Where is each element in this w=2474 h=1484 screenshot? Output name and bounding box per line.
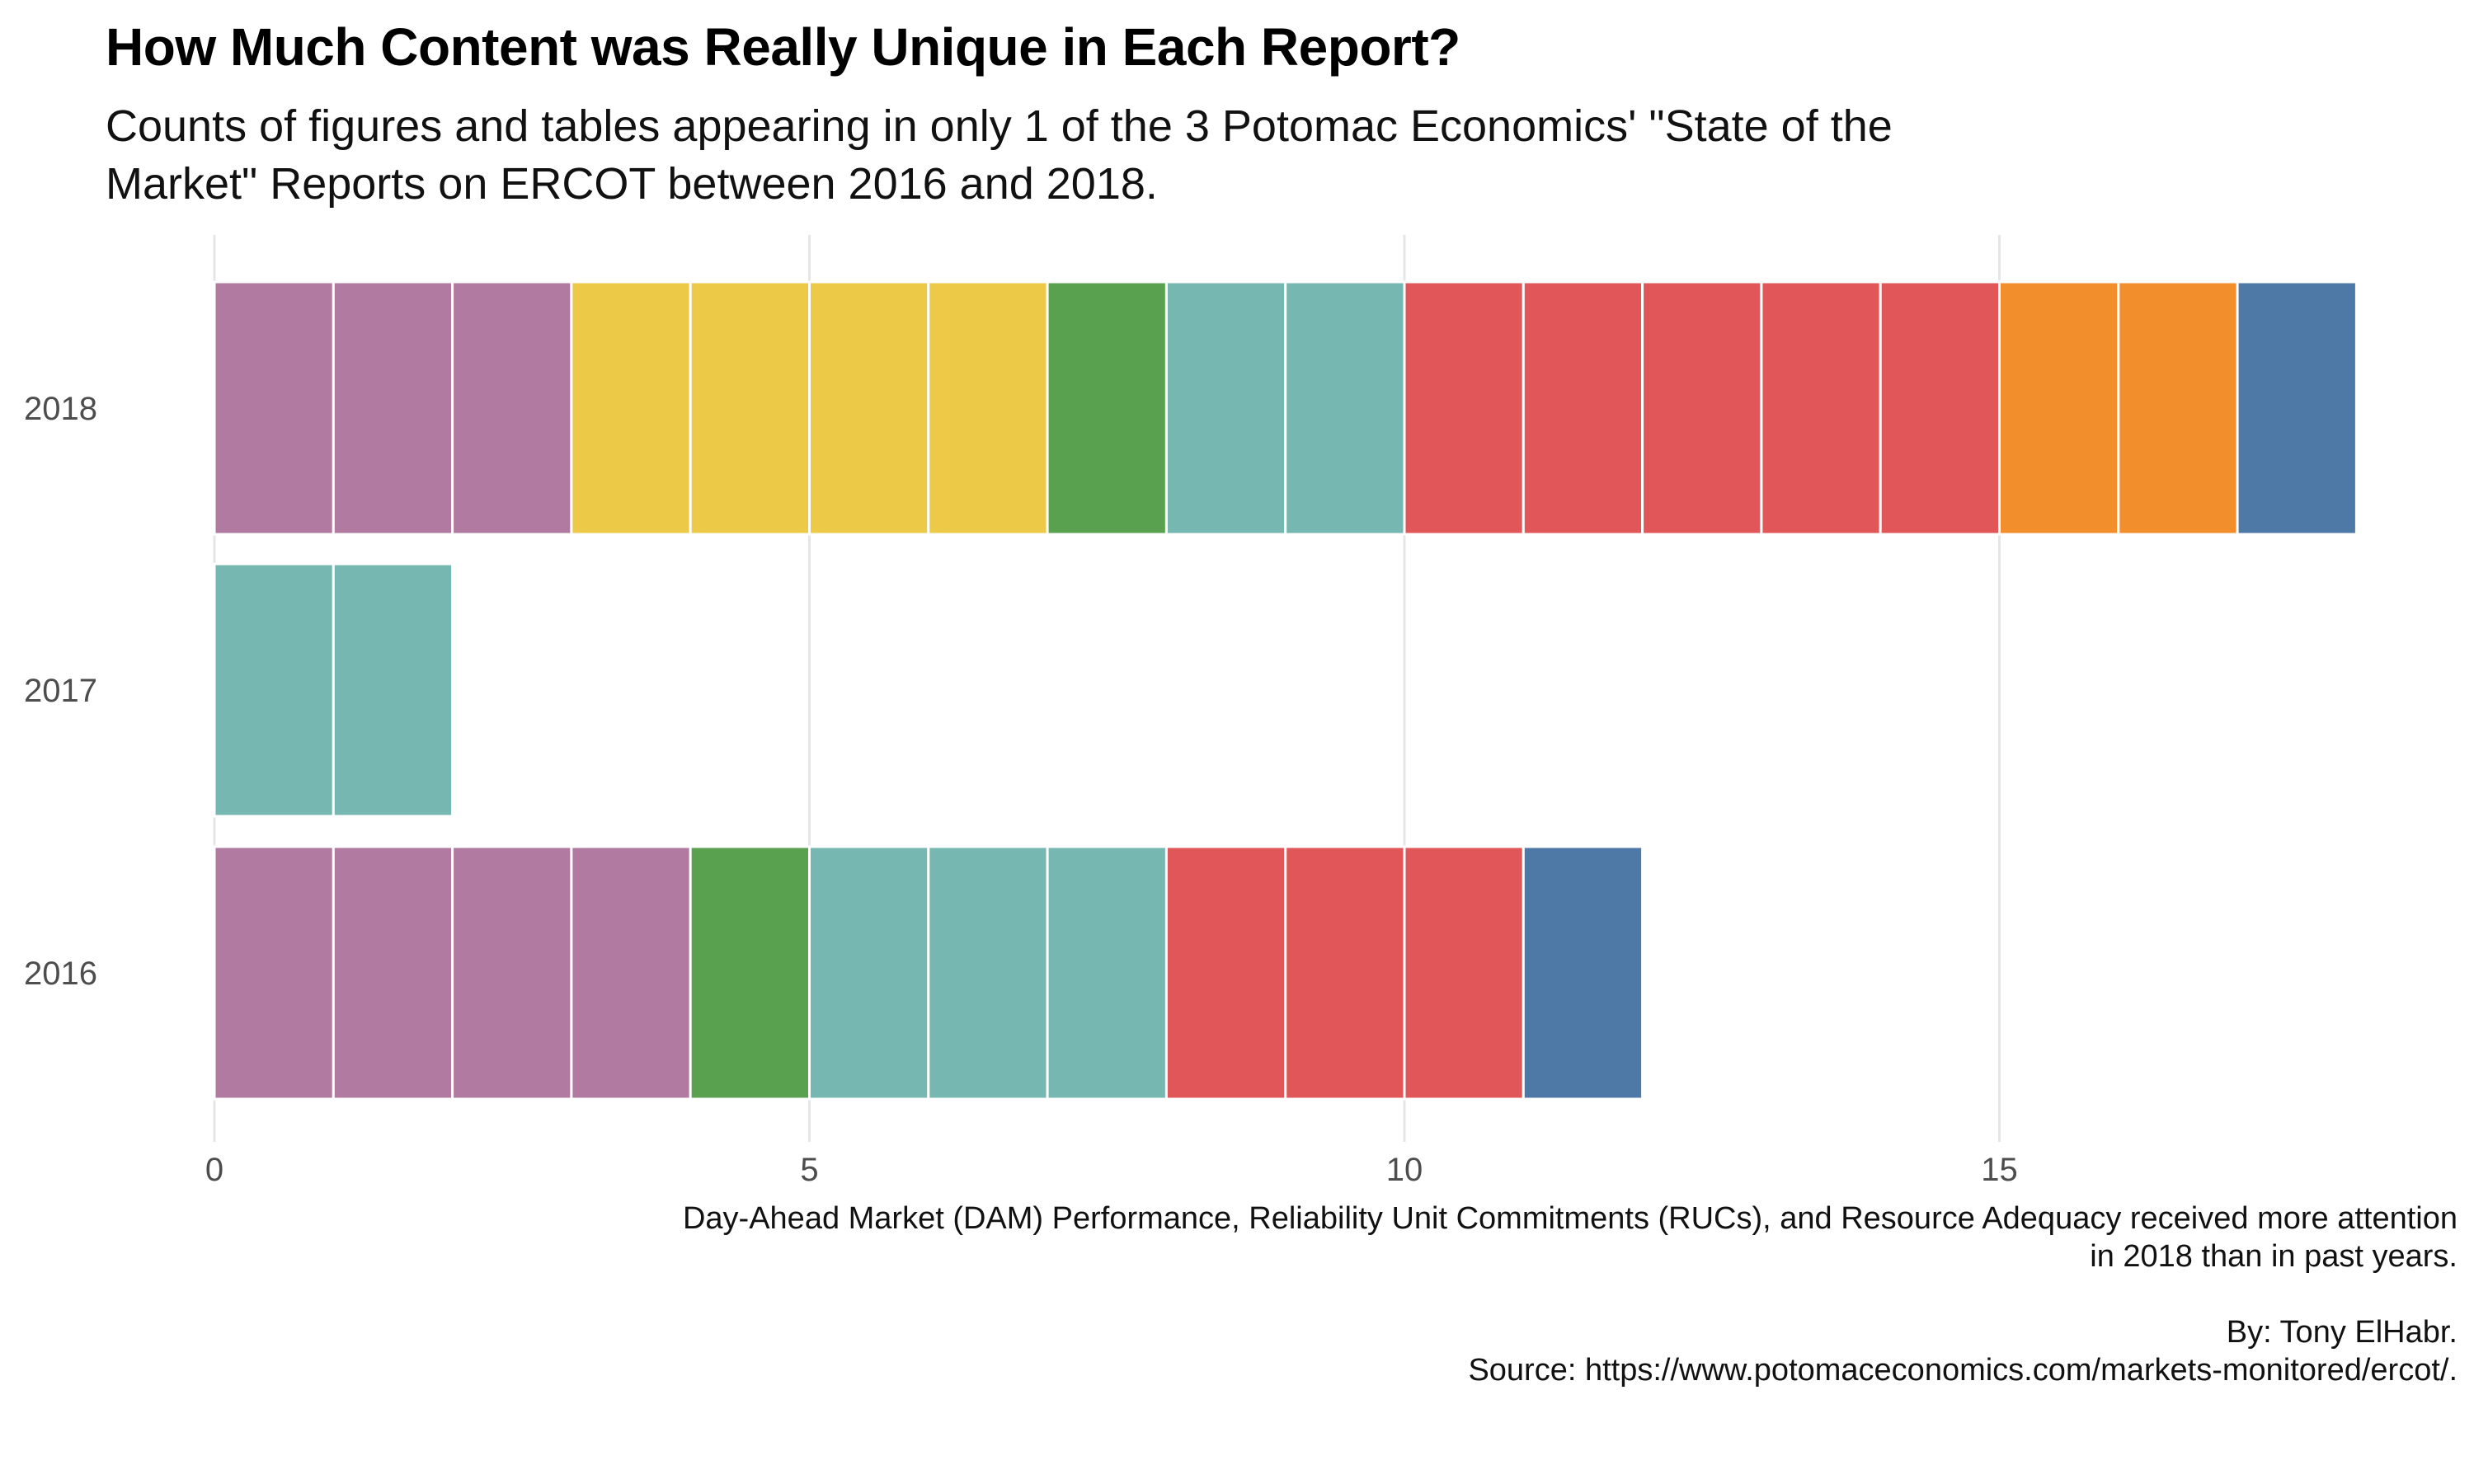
chart-subtitle: Counts of figures and tables appearing i…	[106, 101, 1893, 209]
bar-segment-2018-red	[1522, 280, 1644, 536]
bar-segment-2016-red	[1164, 845, 1287, 1101]
bar-segment-2018-yellow	[808, 280, 930, 536]
bar-segment-2016-purple	[570, 845, 692, 1101]
bar-segment-2018-blue	[2236, 280, 2358, 536]
bar-segment-2018-orange	[1998, 280, 2120, 536]
bar-segment-2018-purple	[332, 280, 454, 536]
bar-segment-2016-teal	[927, 845, 1049, 1101]
bar-segment-2016-red	[1403, 845, 1525, 1101]
bar-segment-2016-purple	[213, 845, 335, 1101]
bar-segment-2016-teal	[1046, 845, 1168, 1101]
caption-byline: By: Tony ElHabr.	[2226, 1315, 2458, 1350]
stacked-bar-chart: 0 5 10 15 2018 2017 2016	[24, 235, 2358, 1188]
chart-caption: Day-Ahead Market (DAM) Performance, Reli…	[148, 1200, 2458, 1389]
x-tick-label: 10	[1386, 1152, 1423, 1188]
bar-segment-2018-yellow	[927, 280, 1049, 536]
bar-segment-2016-purple	[451, 845, 573, 1101]
axis-labels: 0 5 10 15 2018 2017 2016	[24, 391, 2018, 1188]
bar-segment-2017-teal	[332, 562, 454, 818]
bar-segment-2016-purple	[332, 845, 454, 1101]
bars	[213, 280, 2358, 1101]
x-tick-label: 0	[205, 1152, 223, 1188]
bar-segment-2018-purple	[213, 280, 335, 536]
bar-segment-2016-teal	[808, 845, 930, 1101]
caption-source: Source: https://www.potomaceconomics.com…	[1468, 1353, 2458, 1388]
bar-segment-2018-green	[1046, 280, 1168, 536]
bar-segment-2016-green	[689, 845, 811, 1101]
caption-line-1: Day-Ahead Market (DAM) Performance, Reli…	[682, 1201, 2458, 1236]
bar-segment-2018-red	[1760, 280, 1882, 536]
x-tick-label: 5	[800, 1152, 818, 1188]
bar-segment-2018-yellow	[689, 280, 811, 536]
bar-segment-2018-red	[1403, 280, 1525, 536]
bar-segment-2018-yellow	[570, 280, 692, 536]
bar-segment-2016-red	[1284, 845, 1406, 1101]
y-tick-label-2016: 2016	[24, 956, 97, 992]
bar-segment-2018-teal	[1164, 280, 1287, 536]
bar-segment-2018-red	[1641, 280, 1763, 536]
bar-segment-2018-red	[1879, 280, 2001, 536]
bar-segment-2017-teal	[213, 562, 335, 818]
bar-segment-2018-orange	[2117, 280, 2239, 536]
bar-segment-2018-teal	[1284, 280, 1406, 536]
y-tick-label-2018: 2018	[24, 391, 97, 427]
bar-segment-2018-purple	[451, 280, 573, 536]
y-tick-label-2017: 2017	[24, 673, 97, 709]
bar-segment-2016-blue	[1522, 845, 1644, 1101]
x-tick-label: 15	[1981, 1152, 2018, 1188]
chart-title: How Much Content was Really Unique in Ea…	[106, 17, 1460, 77]
caption-line-2: in 2018 than in past years.	[2090, 1239, 2458, 1274]
